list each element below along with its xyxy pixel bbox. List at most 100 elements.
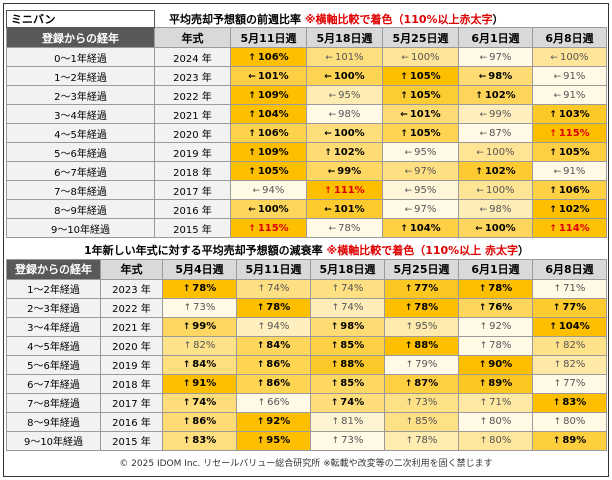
table2-title-note: ※横軸比較で着色（110%以上 bbox=[326, 244, 482, 258]
table-row: 3～4年経過 2021 年 ↑ 104% ← 98% ← 101% ← 99% ↑ 103% bbox=[6, 104, 607, 124]
table1-year-header: 年式 bbox=[154, 27, 231, 48]
value-cell: ← 91% bbox=[532, 161, 607, 181]
value-text: 115% bbox=[257, 222, 289, 234]
trend-arrow-icon: ← bbox=[404, 185, 413, 196]
table-row: 2～3年経過 2022 年 ↑ 73% ↑ 78% ↑ 74% ↑ 78% ↑ 76% ↑ 77% bbox=[6, 297, 608, 318]
value-cell: ↑ 88% bbox=[310, 354, 385, 375]
trend-arrow-icon: ↑ bbox=[553, 341, 562, 351]
value-cell: ← 95% bbox=[306, 85, 383, 105]
trend-arrow-icon: ← bbox=[324, 128, 332, 139]
trend-arrow-icon: ↑ bbox=[248, 90, 256, 101]
value-cell: ↑ 82% bbox=[531, 354, 608, 375]
trend-arrow-icon: ← bbox=[476, 185, 484, 196]
table2-title-main: 1年新しい年式に対する平均売却予想額の減衰率 bbox=[84, 244, 323, 258]
trend-arrow-icon: ← bbox=[479, 52, 488, 63]
table-row: 9～10年経過 2015 年 ↑ 83% ↑ 95% ↑ 73% ↑ 78% ↑ 80% ↑ 89% bbox=[6, 430, 608, 451]
value-text: 105% bbox=[558, 146, 590, 158]
trend-arrow-icon: ↑ bbox=[549, 204, 557, 215]
trend-arrow-icon: ↑ bbox=[405, 398, 414, 408]
value-cell: ↑ 84% bbox=[236, 335, 311, 356]
row-year: 2017 年 bbox=[154, 180, 231, 200]
value-cell: ↑ 81% bbox=[310, 411, 385, 432]
value-text: 99% bbox=[489, 108, 512, 120]
trend-arrow-icon: ↑ bbox=[405, 436, 414, 446]
trend-arrow-icon: ↑ bbox=[248, 223, 256, 234]
trend-arrow-icon: ← bbox=[248, 204, 256, 215]
value-cell: ↑ 76% bbox=[458, 297, 533, 318]
value-text: 100% bbox=[410, 51, 440, 63]
value-cell: ← 97% bbox=[382, 199, 459, 219]
value-cell: ↑ 80% bbox=[458, 411, 533, 432]
value-text: 106% bbox=[257, 51, 289, 63]
value-text: 101% bbox=[257, 70, 289, 82]
trend-arrow-icon: ↑ bbox=[549, 223, 557, 234]
value-cell: ↑ 83% bbox=[162, 430, 237, 451]
value-cell: ↑ 104% bbox=[382, 218, 459, 238]
value-text: 99% bbox=[337, 165, 362, 177]
value-cell: ↑ 104% bbox=[230, 104, 307, 124]
value-cell: ← 78% bbox=[306, 218, 383, 238]
row-year: 2022 年 bbox=[154, 85, 231, 105]
trend-arrow-icon: ↑ bbox=[257, 398, 266, 408]
trend-arrow-icon: ← bbox=[324, 71, 332, 82]
trend-arrow-icon: ← bbox=[400, 109, 408, 120]
table-row: 5～6年経過 2019 年 ↑ 84% ↑ 86% ↑ 88% ↑ 79% ↑ 90% ↑ 82% bbox=[6, 354, 608, 375]
value-cell: ↑ 111% bbox=[306, 180, 383, 200]
trend-arrow-icon: ↑ bbox=[182, 284, 191, 294]
table1-title-note-end: ） bbox=[492, 12, 504, 26]
value-cell: ↑ 84% bbox=[162, 354, 237, 375]
decay-rate-table: 1年新しい年式に対する平均売却予想額の減衰率 ※横軸比較で着色（110%以上 赤… bbox=[6, 242, 608, 451]
row-year: 2015 年 bbox=[154, 218, 231, 238]
trend-arrow-icon: ↑ bbox=[330, 379, 339, 389]
value-text: 95% bbox=[414, 146, 437, 158]
value-cell: ← 91% bbox=[532, 66, 607, 86]
table1-title-note-red: 赤太字 bbox=[459, 12, 493, 26]
trend-arrow-icon: ← bbox=[479, 109, 488, 120]
value-text: 74% bbox=[267, 283, 290, 294]
value-text: 114% bbox=[558, 222, 590, 234]
value-cell: ← 101% bbox=[230, 66, 307, 86]
value-text: 95% bbox=[414, 184, 437, 196]
value-text: 95% bbox=[415, 321, 438, 332]
row-year: 2016 年 bbox=[100, 411, 163, 432]
row-label: 2～3年経過 bbox=[6, 85, 155, 105]
value-cell: ↑ 102% bbox=[458, 161, 533, 181]
trend-arrow-icon: ↑ bbox=[475, 90, 483, 101]
trend-arrow-icon: ↑ bbox=[183, 341, 192, 351]
value-cell: ↑ 78% bbox=[458, 335, 533, 356]
value-text: 91% bbox=[563, 89, 586, 101]
value-cell: ← 95% bbox=[382, 142, 459, 162]
trend-arrow-icon: ↑ bbox=[549, 128, 557, 139]
value-cell: ← 100% bbox=[230, 199, 307, 219]
trend-arrow-icon: ↑ bbox=[549, 109, 557, 120]
value-text: 97% bbox=[414, 165, 437, 177]
value-cell: ↑ 80% bbox=[458, 430, 533, 451]
value-cell: ← 101% bbox=[306, 199, 383, 219]
row-label: 8～9年経過 bbox=[6, 199, 155, 219]
table2-header-row: 登録からの経年 年式 5月4日週 5月11日週 5月18日週 5月25日週 6月1日週 6… bbox=[6, 258, 608, 280]
trend-arrow-icon: ← bbox=[327, 166, 336, 177]
trend-arrow-icon: ← bbox=[324, 204, 332, 215]
table1-row-header: 登録からの経年 bbox=[6, 27, 155, 48]
trend-arrow-icon: ↑ bbox=[257, 322, 266, 332]
value-cell: ↑ 80% bbox=[531, 411, 608, 432]
value-text: 105% bbox=[409, 127, 441, 139]
value-text: 80% bbox=[563, 416, 586, 427]
trend-arrow-icon: ↑ bbox=[331, 284, 340, 294]
value-cell: ↑ 74% bbox=[236, 278, 311, 299]
trend-arrow-icon: ↑ bbox=[553, 379, 562, 389]
table-row: 7～8年経過 2017 年 ↑ 74% ↑ 66% ↑ 74% ↑ 73% ↑ 71% ↑ 83% bbox=[6, 392, 608, 413]
table-row: 7～8年経過 2017 年 ← 94% ↑ 111% ← 95% ← 100% ↑ 106% bbox=[6, 180, 607, 200]
value-cell: ↑ 77% bbox=[384, 278, 459, 299]
value-cell: ↑ 86% bbox=[236, 354, 311, 375]
row-year: 2019 年 bbox=[154, 142, 231, 162]
value-text: 71% bbox=[489, 397, 512, 408]
value-cell: ↑ 77% bbox=[531, 373, 608, 394]
value-text: 78% bbox=[192, 283, 217, 294]
value-text: 74% bbox=[341, 302, 364, 313]
trend-arrow-icon: ← bbox=[475, 223, 483, 234]
table1-title-note: ※横軸比較で着色（110%以上 bbox=[304, 12, 460, 26]
value-text: 73% bbox=[193, 302, 216, 313]
value-text: 91% bbox=[563, 70, 586, 82]
value-cell: ← 101% bbox=[382, 104, 459, 124]
